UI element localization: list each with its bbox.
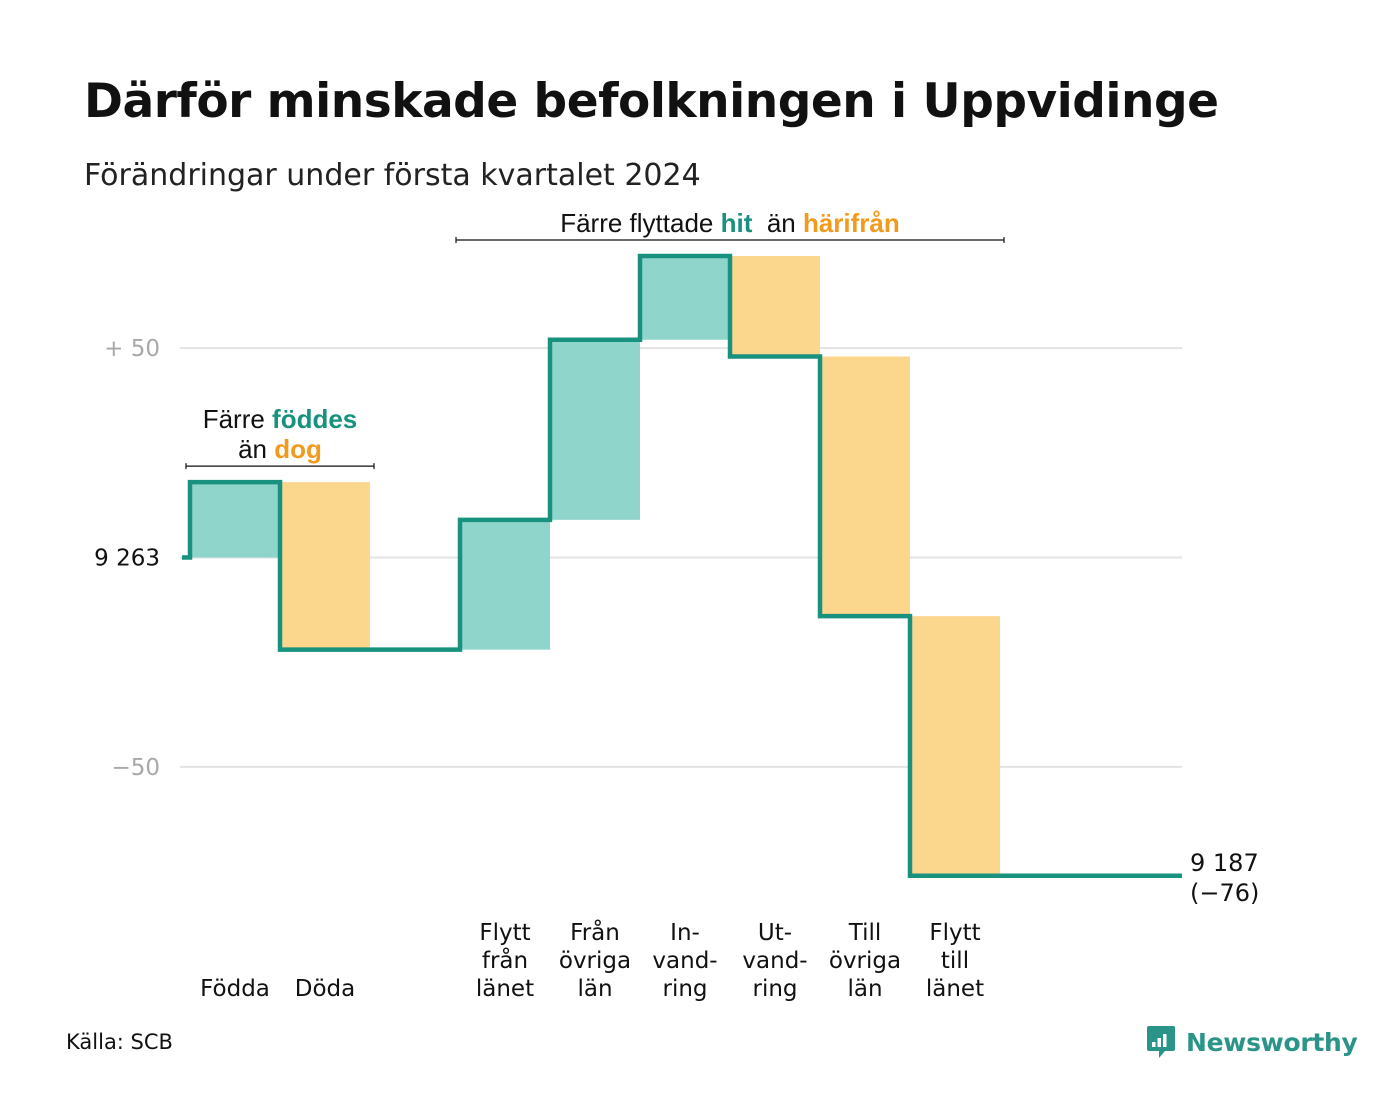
category-label-3-0: Flytt (479, 920, 530, 946)
annotation-segment-0-0-1: föddes (272, 404, 357, 434)
annotation-text-1-0: Färre flyttade hit än härifrån (560, 208, 900, 238)
category-label-7-0: Till (848, 920, 882, 946)
category-label-7-1: övriga (829, 948, 901, 974)
annotation-segment-1-0-0: Färre flyttade (560, 208, 720, 238)
annotation-segment-0-1-0: än (238, 434, 274, 464)
category-label-8-1: till (941, 948, 969, 974)
category-label-0-0: Födda (200, 976, 270, 1002)
annotation-text-0-0: Färre föddes (203, 404, 358, 434)
brand-logo: Newsworthy (1146, 1024, 1358, 1060)
category-label-4-2: län (577, 976, 612, 1002)
step-lines (182, 253, 1182, 879)
bar-7 (820, 356, 910, 617)
source-note: Källa: SCB (66, 1030, 173, 1054)
category-label-3-2: länet (476, 976, 534, 1002)
category-label-6-2: ring (752, 976, 797, 1002)
bar-4 (550, 339, 640, 520)
newsworthy-logo-icon (1147, 1026, 1175, 1058)
annotation-segment-1-0-1: hit (721, 208, 753, 238)
chart-title: Därför minskade befolkningen i Uppviding… (84, 74, 1219, 129)
bar-0 (190, 482, 280, 558)
category-label-7-2: län (847, 976, 882, 1002)
category-label-5-0: In- (670, 920, 700, 946)
annotation-segment-0-0-0: Färre (203, 404, 272, 434)
category-label-3-1: från (482, 946, 528, 974)
y-axis-ticks: + 50 9 263 −50 (94, 336, 160, 781)
y-tick-label-1: 9 263 (94, 546, 160, 572)
category-label-4-1: övriga (559, 948, 631, 974)
bar-5 (640, 256, 730, 340)
annotation-segment-1-0-3: härifrån (803, 208, 900, 238)
step-line (182, 253, 1182, 879)
bar-8 (910, 616, 1000, 876)
category-label-8-2: länet (926, 976, 984, 1002)
category-label-1-0: Döda (295, 976, 355, 1002)
end-value-label-0: 9 187 (1190, 849, 1259, 877)
category-label-8-0: Flytt (929, 920, 980, 946)
category-label-4-0: Från (570, 918, 620, 946)
end-value-label-1: (−76) (1190, 879, 1259, 907)
y-tick-label-0: + 50 (104, 336, 160, 362)
category-label-6-0: Ut- (758, 920, 792, 946)
category-label-5-1: vand- (652, 948, 717, 974)
category-label-6-1: vand- (742, 948, 807, 974)
category-labels: Födda DödaFlyttfrånlänetFrånövrigalänIn-v… (200, 918, 984, 1002)
annotation-segment-0-1-1: dog (274, 434, 322, 464)
annotation-text-0-1: än dog (238, 434, 322, 464)
end-label: 9 187(−76) (1190, 849, 1259, 907)
bars (190, 256, 1000, 876)
brand-name: Newsworthy (1186, 1027, 1358, 1057)
category-label-5-2: ring (662, 976, 707, 1002)
bar-3 (460, 519, 550, 650)
annotation-segment-1-0-2: än (752, 208, 803, 238)
bar-6 (730, 256, 820, 357)
chart-subtitle: Förändringar under första kvartalet 2024 (84, 158, 701, 193)
bar-1 (280, 482, 370, 650)
y-tick-label-2: −50 (111, 755, 160, 781)
